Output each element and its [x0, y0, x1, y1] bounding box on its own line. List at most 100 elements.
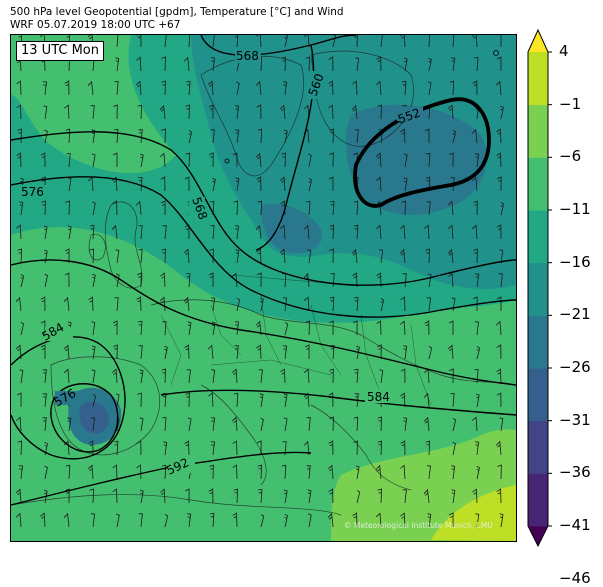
wind-barb — [67, 177, 72, 192]
wind-barb — [115, 393, 120, 408]
wind-barb — [90, 513, 96, 528]
wind-barb — [375, 464, 382, 480]
wind-barb — [448, 152, 454, 168]
wind-barb — [183, 296, 190, 312]
wind-barb — [499, 249, 504, 264]
wind-barb — [187, 513, 192, 528]
wind-barb — [19, 369, 24, 384]
coast-italy — [200, 384, 267, 486]
wind-barb — [402, 489, 407, 504]
wind-barb — [471, 224, 478, 240]
wind-barb — [303, 296, 310, 312]
wind-barb — [284, 129, 288, 144]
wind-barb — [65, 464, 71, 480]
wind-barb — [283, 393, 288, 408]
wind-barb — [231, 416, 238, 432]
wind-barb — [255, 80, 262, 96]
wind-barb — [281, 464, 287, 480]
wind-barb — [471, 416, 478, 432]
wind-barb — [403, 177, 408, 192]
colorbar-min-triangle — [528, 526, 548, 546]
wind-barb — [185, 104, 190, 120]
wind-barb — [258, 369, 263, 384]
wind-barb — [399, 224, 406, 240]
wind-barb — [307, 513, 312, 528]
wind-barb — [40, 320, 46, 336]
wind-barb — [137, 392, 142, 408]
wind-barb — [452, 441, 456, 456]
wind-barb — [256, 248, 262, 264]
wind-barb — [184, 176, 190, 192]
wind-barb — [20, 273, 25, 288]
wind-barb — [280, 368, 286, 384]
contour-568-mid — [11, 131, 516, 286]
wind-barb — [284, 322, 289, 336]
wind-barb — [449, 80, 455, 96]
wind-barb — [355, 465, 360, 480]
wind-barb — [474, 321, 479, 336]
wind-barb — [473, 296, 478, 312]
wind-barb — [162, 393, 167, 408]
wind-barb — [497, 35, 502, 48]
wind-barb — [308, 153, 312, 168]
wind-barb — [111, 224, 118, 240]
wind-barb — [400, 296, 406, 312]
wind-barb — [376, 320, 382, 336]
wind-barb — [303, 440, 310, 456]
wind-barb — [327, 512, 334, 528]
wind-barb — [495, 80, 502, 96]
wind-barb — [42, 81, 47, 96]
wind-barb — [281, 56, 286, 72]
wind-barb — [88, 440, 94, 456]
colorbar-max-triangle — [528, 30, 548, 52]
wind-barb — [234, 35, 239, 48]
wind-barb — [235, 177, 240, 192]
wind-barb — [42, 393, 47, 408]
map-panel[interactable]: 568 560 552 576 568 584 576 584 592 — [10, 34, 517, 542]
wind-barb — [232, 512, 238, 528]
wind-barb — [114, 81, 119, 96]
wind-barb — [64, 104, 70, 120]
wind-barb — [67, 225, 72, 240]
wind-barb — [375, 512, 382, 528]
wind-barb — [90, 105, 95, 120]
wind-barb — [234, 321, 239, 336]
wind-barb — [15, 344, 22, 360]
wind-barb — [90, 224, 95, 240]
wind-barb — [475, 273, 480, 288]
wind-barb — [256, 35, 262, 48]
wind-barb — [137, 272, 142, 288]
wind-barb — [451, 465, 456, 480]
colorbar-tick-label: −6 — [559, 147, 582, 166]
wind-barb — [161, 56, 166, 72]
wind-barb — [426, 465, 431, 480]
wind-barb — [138, 513, 143, 528]
wind-barb — [375, 80, 382, 96]
wind-barb — [210, 225, 215, 240]
wind-barb — [19, 201, 24, 216]
wind-barb — [42, 417, 47, 432]
wind-barb — [64, 272, 70, 288]
contour-584-right — [160, 389, 516, 416]
wind-barb — [136, 56, 142, 72]
wind-barb — [210, 57, 215, 72]
colorbar-tick-label: −36 — [559, 463, 591, 482]
wind-barb — [475, 153, 480, 168]
wind-barb — [16, 224, 22, 240]
wind-barb — [474, 56, 479, 72]
wind-barb — [427, 81, 432, 96]
wind-barb — [328, 80, 334, 96]
wind-barb — [303, 368, 310, 384]
wind-barb — [111, 368, 118, 384]
wind-barb — [159, 104, 166, 120]
wind-barb — [91, 321, 96, 336]
wind-barb — [40, 344, 46, 359]
wind-barb — [448, 512, 454, 528]
wind-barb — [232, 152, 238, 167]
wind-barb — [471, 176, 478, 192]
wind-barb — [255, 320, 262, 336]
wind-barb — [450, 393, 455, 408]
wind-barb — [257, 464, 263, 480]
wind-barb — [353, 440, 358, 456]
wind-barb — [65, 200, 70, 216]
